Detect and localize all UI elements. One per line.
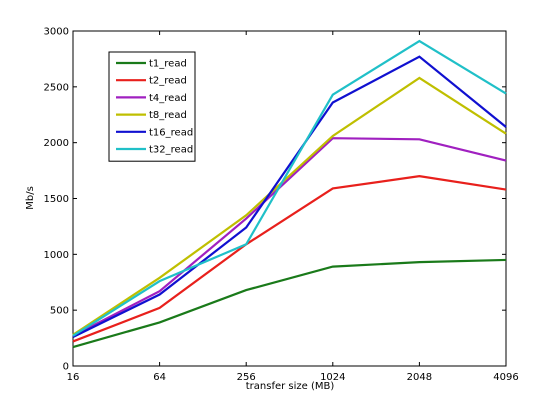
series-line-t16_read <box>72 55 507 338</box>
series-line-t2_read <box>72 175 507 343</box>
y-tick-label: 500 <box>50 306 69 317</box>
legend-label: t2_read <box>149 76 187 87</box>
y-tick-label: 2000 <box>44 138 69 149</box>
y-tick-label: 3000 <box>44 27 69 38</box>
series-lines <box>72 39 507 349</box>
series-line-t8_read <box>72 76 507 336</box>
x-tick-label: 1024 <box>320 372 345 383</box>
legend-label: t8_read <box>149 110 187 121</box>
legend-label: t1_read <box>149 59 187 70</box>
series-line-t4_read <box>72 137 507 337</box>
series-line-t1_read <box>72 258 507 349</box>
x-tick-label: 256 <box>237 372 256 383</box>
x-axis-label: transfer size (MB) <box>246 381 335 392</box>
x-tick-label: 2048 <box>407 372 432 383</box>
y-tick-label: 0 <box>63 362 69 373</box>
y-tick-label: 2500 <box>44 82 69 93</box>
legend-label: t4_read <box>149 93 187 104</box>
legend: t1_read t2_read t4_read t8_read t16_read t32_… <box>108 51 196 162</box>
y-tick-label: 1000 <box>44 250 69 261</box>
y-axis-label: Mb/s <box>25 186 36 210</box>
axis-ticks: 0 500 1000 1500 2000 2500 3000 16 64 256 1024 2048 4… <box>44 27 519 384</box>
legend-box <box>108 51 196 162</box>
legend-label: t16_read <box>149 127 193 138</box>
legend-label: t32_read <box>149 145 193 156</box>
x-tick-label: 64 <box>153 372 166 383</box>
y-tick-label: 1500 <box>44 194 69 205</box>
x-tick-label: 4096 <box>493 372 518 383</box>
series-line-t32_read <box>72 39 507 337</box>
x-tick-label: 16 <box>67 372 80 383</box>
